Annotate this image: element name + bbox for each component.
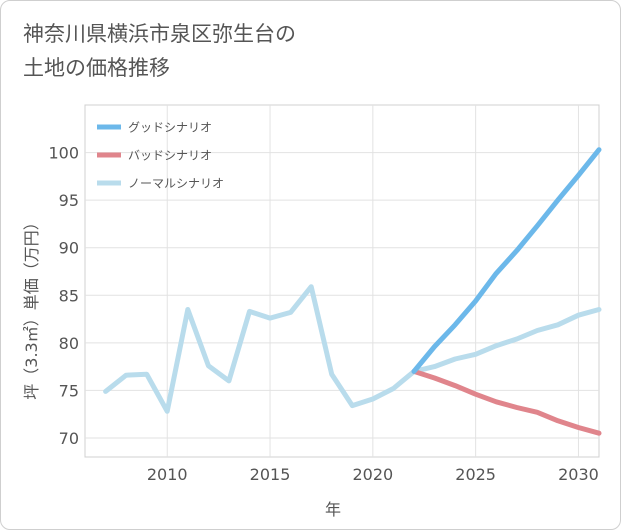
series-line-0 — [411, 147, 602, 374]
chart-title-line1: 神奈川県横浜市泉区弥生台の — [23, 22, 296, 46]
chart-title: 神奈川県横浜市泉区弥生台の 土地の価格推移 — [23, 17, 296, 85]
series-line-2 — [103, 284, 602, 414]
x-tick-label: 2010 — [147, 465, 188, 484]
y-tick-label: 70 — [59, 429, 79, 448]
legend-label: グッドシナリオ — [128, 121, 212, 135]
x-tick-label: 2015 — [250, 465, 291, 484]
x-axis-label: 年 — [325, 500, 341, 519]
series-line-1 — [411, 368, 602, 436]
legend-label: バッドシナリオ — [128, 149, 212, 163]
y-tick-label: 95 — [59, 191, 79, 210]
y-tick-label: 90 — [59, 239, 79, 258]
legend-item-1[interactable]: バッドシナリオ — [97, 149, 212, 163]
legend-item-0[interactable]: グッドシナリオ — [97, 121, 212, 135]
y-axis-label: 坪（3.3㎡）単価（万円） — [22, 214, 41, 399]
series-lines — [103, 147, 602, 436]
x-tick-label: 2030 — [558, 465, 599, 484]
y-tick-label: 75 — [59, 381, 79, 400]
y-tick-label: 80 — [59, 334, 79, 353]
y-axis-ticks: 70 75 80 85 90 95 100 — [48, 144, 79, 448]
legend-label: ノーマルシナリオ — [128, 177, 224, 191]
x-tick-label: 2020 — [352, 465, 393, 484]
x-tick-label: 2025 — [455, 465, 496, 484]
y-tick-label: 100 — [48, 144, 79, 163]
legend-item-2[interactable]: ノーマルシナリオ — [97, 177, 224, 191]
x-axis-ticks: 2010 2015 2020 2025 2030 — [147, 465, 599, 484]
y-tick-label: 85 — [59, 286, 79, 305]
chart-title-line2: 土地の価格推移 — [23, 56, 170, 80]
